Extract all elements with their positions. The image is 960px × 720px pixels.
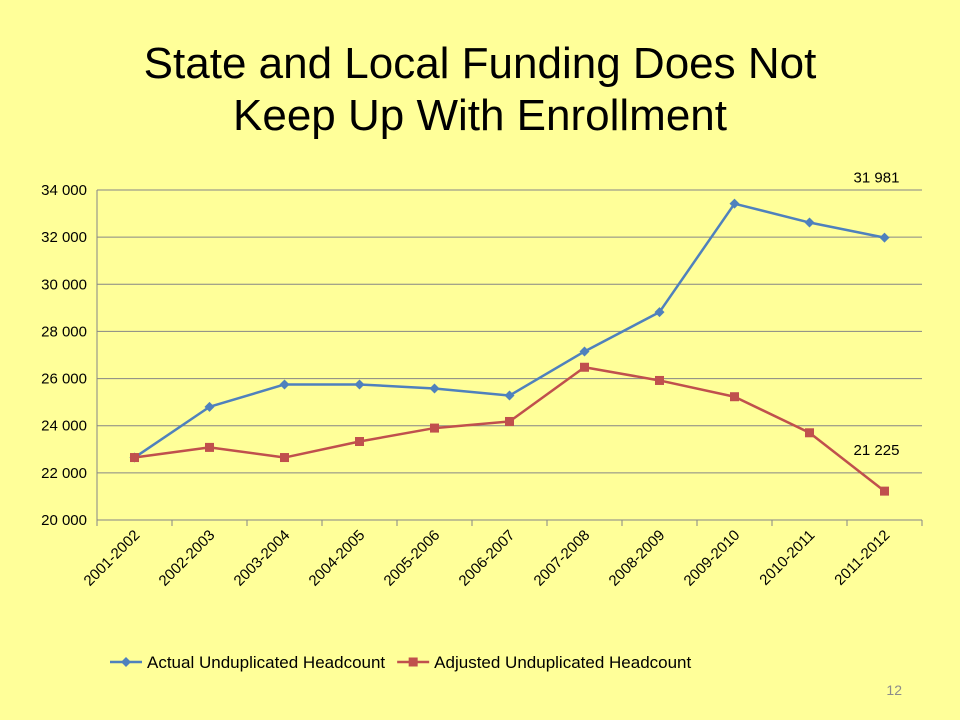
x-tick-label-6: 2007-2008 (531, 527, 594, 590)
x-tick-label-0: 2001-2002 (81, 527, 144, 590)
y-tick-label-5: 30 000 (41, 276, 87, 293)
x-tick-label-10: 2011-2012 (831, 527, 893, 589)
slide-title-line-2: Keep Up With Enrollment (233, 91, 727, 140)
series-0-point-6 (579, 346, 590, 357)
series-1-point-6 (580, 362, 589, 372)
x-tick-label-7: 2008-2009 (606, 527, 669, 590)
legend-label-1: Adjusted Unduplicated Headcount (434, 653, 691, 672)
y-tick-label-6: 32 000 (41, 229, 87, 246)
y-tick-label-1: 22 000 (41, 465, 87, 482)
slide-title: State and Local Funding Does Not Keep Up… (0, 38, 960, 142)
series-0-point-9 (804, 217, 815, 228)
series-1-point-9 (805, 428, 814, 438)
slide-title-line-1: State and Local Funding Does Not (143, 39, 817, 88)
series-1-point-1 (205, 442, 214, 452)
series-1-point-10 (880, 486, 889, 496)
gridlines (97, 189, 922, 474)
series-0-point-5 (504, 390, 515, 401)
series-0-point-1 (204, 401, 215, 412)
x-tick-label-3: 2004-2005 (306, 527, 369, 590)
x-tick-label-2: 2003-2004 (231, 527, 294, 590)
y-tick-label-3: 26 000 (41, 371, 87, 388)
series-1-point-8 (730, 392, 739, 402)
legend-label-0: Actual Unduplicated Headcount (147, 653, 385, 672)
chart-legend: Actual Unduplicated Headcount Adjusted Un… (110, 653, 692, 672)
data-labels: 31 981 21 225 (854, 170, 900, 460)
data-series (129, 198, 890, 496)
series-1-point-0 (130, 453, 139, 463)
series-0-point-7 (654, 307, 665, 318)
x-tick-label-8: 2009-2010 (681, 527, 744, 590)
y-axis-tick-labels: 20 000 22 000 24 000 26 000 28 000 30 000 32 0… (41, 182, 87, 529)
series-1-point-2 (280, 453, 289, 463)
y-tick-label-7: 34 000 (41, 182, 87, 199)
series-1-point-3 (355, 437, 364, 447)
y-tick-label-0: 20 000 (41, 512, 87, 529)
series-0-point-2 (279, 379, 290, 390)
series-0-point-3 (354, 379, 365, 390)
data-label-0: 31 981 (854, 170, 900, 187)
axes (96, 190, 923, 526)
series-1-point-5 (505, 416, 514, 426)
series-0-point-8 (729, 198, 740, 209)
x-tick-label-4: 2005-2006 (381, 527, 444, 590)
y-tick-label-4: 28 000 (41, 323, 87, 340)
x-tick-label-5: 2006-2007 (456, 527, 519, 590)
legend-marker-0 (121, 657, 131, 667)
series-0-point-4 (429, 383, 440, 394)
series-1-point-4 (430, 423, 439, 433)
y-tick-label-2: 24 000 (41, 418, 87, 435)
series-1-point-7 (655, 375, 664, 385)
x-tick-label-9: 2010-2011 (756, 527, 818, 589)
x-tick-label-1: 2002-2003 (156, 527, 219, 590)
data-label-1: 21 225 (854, 442, 900, 459)
series-0-point-10 (879, 232, 890, 243)
legend-marker-1 (408, 657, 418, 667)
page-number: 12 (886, 682, 902, 698)
x-axis-tick-labels: 2001-2002 2002-2003 2003-2004 2004-2005 2005… (81, 527, 894, 590)
